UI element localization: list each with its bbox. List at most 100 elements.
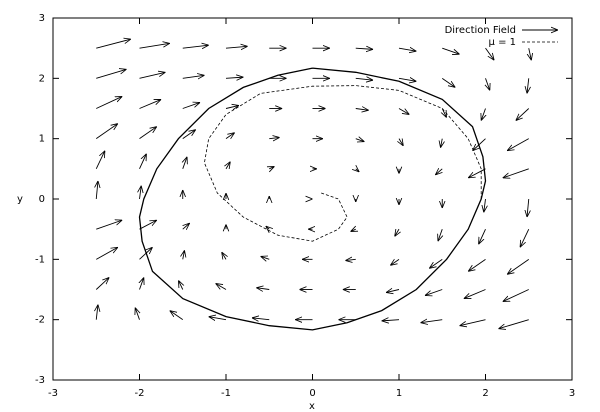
y-tick-label: 0 <box>39 194 45 205</box>
vector-arrow <box>139 127 157 140</box>
x-tick-label: 2 <box>482 388 488 399</box>
legend-label: μ = 1 <box>489 37 516 48</box>
vector-arrow <box>140 186 142 200</box>
vector-arrow <box>484 198 486 212</box>
y-tick-label: 2 <box>39 73 45 84</box>
vector-arrow <box>386 290 400 293</box>
vector-arrow <box>226 162 230 169</box>
vector-arrow <box>139 99 162 109</box>
vector-arrow <box>139 72 166 79</box>
y-tick-label: -2 <box>35 315 45 326</box>
vector-arrow <box>425 289 443 296</box>
legend-label: Direction Field <box>445 25 516 36</box>
vector-arrow <box>140 277 144 290</box>
vector-arrow <box>96 181 98 200</box>
x-axis-label: x <box>309 401 315 412</box>
vector-arrow <box>351 229 356 231</box>
vector-arrow <box>486 78 490 90</box>
vector-arrow <box>170 311 184 321</box>
vector-arrow <box>421 320 443 323</box>
vector-arrow <box>498 319 529 329</box>
vector-arrow <box>507 138 529 151</box>
vector-arrow <box>395 229 399 236</box>
vector-arrow <box>503 168 529 178</box>
vector-arrow <box>256 288 270 290</box>
vector-arrow <box>441 77 455 87</box>
vector-arrow <box>398 78 416 81</box>
x-tick-label: 1 <box>396 388 402 399</box>
vector-arrow <box>139 43 170 49</box>
x-tick-label: 0 <box>309 388 315 399</box>
vector-arrow <box>182 45 209 48</box>
vector-arrow <box>468 168 486 178</box>
vector-arrow <box>139 220 157 230</box>
vector-arrow <box>442 108 446 118</box>
vector-arrow <box>178 280 182 290</box>
vector-arrow <box>96 69 126 79</box>
vector-arrow <box>95 151 105 170</box>
vector-arrow <box>507 258 530 274</box>
vector-arrow <box>135 308 139 320</box>
vector-arrow <box>355 48 373 49</box>
vector-arrow <box>183 223 190 229</box>
vector-arrow <box>225 77 243 78</box>
vector-arrow <box>225 105 239 108</box>
vector-arrow <box>481 108 485 121</box>
vector-arrow <box>527 198 529 217</box>
vector-arrow <box>95 124 118 140</box>
vector-arrow <box>441 138 443 148</box>
vector-arrow <box>95 277 109 290</box>
vector-arrow <box>435 169 442 175</box>
vector-arrow <box>96 96 122 109</box>
plot-frame <box>52 17 573 381</box>
vector-arrow <box>225 133 235 139</box>
vector-arrow <box>390 259 400 265</box>
vector-arrow <box>182 130 196 140</box>
vector-arrow <box>503 289 529 302</box>
vector-arrow <box>429 258 443 268</box>
vector-arrow <box>398 108 409 115</box>
vector-arrow <box>464 289 486 299</box>
vector-arrow <box>460 319 486 326</box>
vector-arrow <box>485 47 495 60</box>
vector-arrow <box>356 169 359 172</box>
vector-arrow <box>96 247 118 260</box>
vector-arrow <box>468 258 486 271</box>
vector-arrow <box>355 109 369 111</box>
y-tick-label: 1 <box>39 134 45 145</box>
vector-arrow <box>527 78 529 93</box>
vector-arrow <box>520 228 530 247</box>
vector-arrow <box>399 139 403 146</box>
y-tick-label: -1 <box>35 254 45 265</box>
vector-arrow <box>438 229 442 241</box>
vector-arrow <box>442 47 459 54</box>
vector-arrow <box>529 48 532 60</box>
vector-arrow <box>398 48 416 51</box>
y-tick-label: 3 <box>39 13 45 24</box>
vector-arrow <box>96 220 122 230</box>
vector-arrow <box>516 108 530 121</box>
vector-arrow <box>182 102 200 109</box>
vector-arrow <box>252 318 270 320</box>
trajectory <box>138 67 487 331</box>
x-tick-label: -2 <box>135 388 145 399</box>
y-tick-label: -3 <box>35 375 45 386</box>
vector-arrow <box>216 283 227 290</box>
vector-arrow <box>355 78 373 80</box>
vector-arrow <box>96 305 98 320</box>
vector-arrow <box>183 157 187 169</box>
x-tick-label: -3 <box>48 388 58 399</box>
vector-arrow <box>225 46 248 48</box>
vector-arrow <box>382 320 400 321</box>
vector-arrow <box>183 250 185 260</box>
vector-arrow <box>345 259 356 260</box>
vector-arrow <box>261 256 270 259</box>
trajectory <box>203 85 482 242</box>
vector-arrow <box>269 166 274 168</box>
x-tick-label: 3 <box>569 388 575 399</box>
x-tick-label: -1 <box>221 388 231 399</box>
vector-arrow <box>222 252 226 259</box>
vector-arrow <box>139 154 147 170</box>
vector-arrow <box>209 317 227 320</box>
